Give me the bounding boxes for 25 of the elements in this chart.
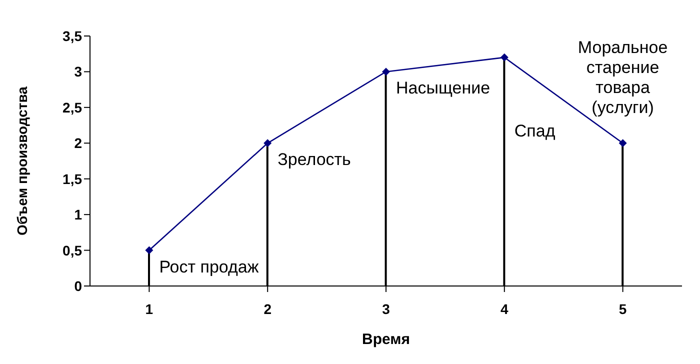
y-tick-label: 1,5 [62,170,82,187]
annotation: Насыщение [396,78,490,98]
y-tick-label: 1 [74,206,82,223]
x-tick-label: 2 [264,300,272,317]
point [618,139,627,148]
y-tick-label: 0,5 [62,242,82,258]
x-axis-title: Время [362,331,410,348]
y-tick-label: 2 [74,135,82,152]
point [382,68,390,76]
x-tick-label: 5 [618,300,627,317]
y-tick-label: 3,5 [62,28,82,44]
y-axis-title: Объем производства [14,86,30,236]
annotation: Спад [514,122,556,141]
annotation: Зрелость [278,150,352,170]
point [145,246,154,254]
point [500,53,508,62]
x-tick-label: 1 [145,300,154,317]
annotation: Рост продаж [159,257,260,276]
annotation: Моральное старение товара (услуги) [578,38,668,118]
y-tick-label: 2,5 [62,99,82,116]
x-tick-label: 3 [382,300,390,317]
x-tick-label: 4 [500,300,508,317]
y-tick-label: 3 [74,64,82,80]
point [264,139,272,148]
y-tick-label: 0 [74,278,82,294]
